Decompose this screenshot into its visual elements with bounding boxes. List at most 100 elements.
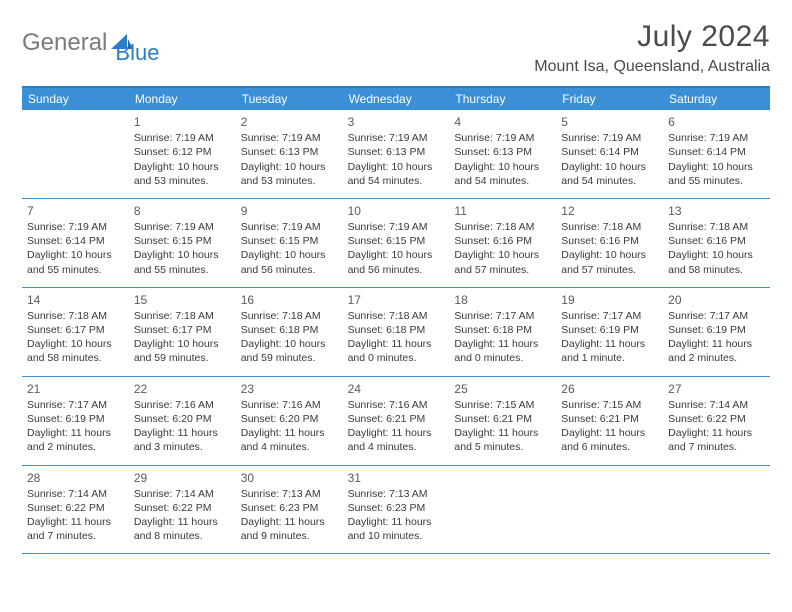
day-cell: 10Sunrise: 7:19 AMSunset: 6:15 PMDayligh… (343, 199, 450, 287)
location: Mount Isa, Queensland, Australia (534, 58, 770, 76)
day-detail: and 5 minutes. (454, 440, 551, 454)
day-number: 27 (668, 381, 765, 397)
day-detail: Sunrise: 7:13 AM (241, 487, 338, 501)
day-cell: 3Sunrise: 7:19 AMSunset: 6:13 PMDaylight… (343, 110, 450, 198)
day-number: 21 (27, 381, 124, 397)
day-detail: Daylight: 11 hours (668, 337, 765, 351)
day-detail: Sunset: 6:17 PM (134, 323, 231, 337)
day-detail: and 7 minutes. (668, 440, 765, 454)
day-detail: Daylight: 10 hours (241, 337, 338, 351)
day-detail: Daylight: 10 hours (27, 248, 124, 262)
day-detail: Sunset: 6:21 PM (454, 412, 551, 426)
day-cell: 27Sunrise: 7:14 AMSunset: 6:22 PMDayligh… (663, 377, 770, 465)
day-header: Wednesday (343, 88, 450, 110)
day-detail: Sunset: 6:21 PM (348, 412, 445, 426)
day-detail: Sunset: 6:23 PM (241, 501, 338, 515)
day-number: 8 (134, 203, 231, 219)
day-detail: Daylight: 11 hours (561, 337, 658, 351)
day-header: Tuesday (236, 88, 343, 110)
day-detail: Sunset: 6:13 PM (241, 145, 338, 159)
day-detail: and 3 minutes. (134, 440, 231, 454)
day-cell: 13Sunrise: 7:18 AMSunset: 6:16 PMDayligh… (663, 199, 770, 287)
header: General Blue July 2024 Mount Isa, Queens… (22, 20, 770, 76)
day-number: 28 (27, 470, 124, 486)
day-detail: Sunset: 6:14 PM (561, 145, 658, 159)
day-cell: 25Sunrise: 7:15 AMSunset: 6:21 PMDayligh… (449, 377, 556, 465)
day-cell: 19Sunrise: 7:17 AMSunset: 6:19 PMDayligh… (556, 288, 663, 376)
day-detail: and 2 minutes. (27, 440, 124, 454)
day-cell: 7Sunrise: 7:19 AMSunset: 6:14 PMDaylight… (22, 199, 129, 287)
day-number: 15 (134, 292, 231, 308)
day-cell: 26Sunrise: 7:15 AMSunset: 6:21 PMDayligh… (556, 377, 663, 465)
day-number: 10 (348, 203, 445, 219)
weeks-container: 1Sunrise: 7:19 AMSunset: 6:12 PMDaylight… (22, 110, 770, 554)
week-row: 14Sunrise: 7:18 AMSunset: 6:17 PMDayligh… (22, 288, 770, 377)
day-detail: Daylight: 11 hours (668, 426, 765, 440)
day-detail: Sunset: 6:12 PM (134, 145, 231, 159)
logo: General Blue (22, 20, 159, 66)
week-row: 1Sunrise: 7:19 AMSunset: 6:12 PMDaylight… (22, 110, 770, 199)
day-detail: Daylight: 10 hours (134, 337, 231, 351)
day-detail: Sunrise: 7:16 AM (241, 398, 338, 412)
day-cell: 30Sunrise: 7:13 AMSunset: 6:23 PMDayligh… (236, 466, 343, 554)
logo-text-gray: General (22, 29, 107, 57)
day-detail: Sunset: 6:22 PM (27, 501, 124, 515)
day-detail: and 8 minutes. (134, 529, 231, 543)
day-number: 23 (241, 381, 338, 397)
day-detail: Sunset: 6:18 PM (241, 323, 338, 337)
day-detail: Daylight: 11 hours (27, 515, 124, 529)
day-detail: Sunset: 6:20 PM (241, 412, 338, 426)
week-row: 21Sunrise: 7:17 AMSunset: 6:19 PMDayligh… (22, 377, 770, 466)
day-detail: Daylight: 10 hours (668, 160, 765, 174)
day-detail: Sunset: 6:14 PM (27, 234, 124, 248)
day-detail: Sunset: 6:15 PM (348, 234, 445, 248)
day-detail: Daylight: 10 hours (668, 248, 765, 262)
day-number: 20 (668, 292, 765, 308)
day-detail: Sunrise: 7:19 AM (134, 131, 231, 145)
day-number: 24 (348, 381, 445, 397)
day-detail: and 7 minutes. (27, 529, 124, 543)
day-detail: and 57 minutes. (454, 263, 551, 277)
day-detail: Sunrise: 7:17 AM (27, 398, 124, 412)
day-detail: Daylight: 10 hours (561, 160, 658, 174)
day-detail: Daylight: 11 hours (454, 426, 551, 440)
day-cell: 4Sunrise: 7:19 AMSunset: 6:13 PMDaylight… (449, 110, 556, 198)
day-detail: Daylight: 11 hours (561, 426, 658, 440)
day-detail: Sunrise: 7:18 AM (27, 309, 124, 323)
day-cell (449, 466, 556, 554)
day-number: 12 (561, 203, 658, 219)
day-detail: Sunset: 6:23 PM (348, 501, 445, 515)
day-detail: Daylight: 11 hours (454, 337, 551, 351)
day-number: 3 (348, 114, 445, 130)
day-cell: 8Sunrise: 7:19 AMSunset: 6:15 PMDaylight… (129, 199, 236, 287)
day-detail: Sunset: 6:22 PM (668, 412, 765, 426)
day-number: 19 (561, 292, 658, 308)
day-detail: Sunrise: 7:16 AM (348, 398, 445, 412)
day-detail: Sunset: 6:18 PM (348, 323, 445, 337)
day-detail: Sunrise: 7:18 AM (668, 220, 765, 234)
day-detail: Sunrise: 7:19 AM (454, 131, 551, 145)
day-detail: Sunrise: 7:18 AM (241, 309, 338, 323)
day-cell: 12Sunrise: 7:18 AMSunset: 6:16 PMDayligh… (556, 199, 663, 287)
day-detail: Sunrise: 7:14 AM (134, 487, 231, 501)
day-detail: Sunset: 6:15 PM (134, 234, 231, 248)
day-number: 5 (561, 114, 658, 130)
day-detail: Sunrise: 7:17 AM (668, 309, 765, 323)
day-detail: Daylight: 10 hours (134, 248, 231, 262)
day-detail: and 57 minutes. (561, 263, 658, 277)
week-row: 7Sunrise: 7:19 AMSunset: 6:14 PMDaylight… (22, 199, 770, 288)
day-number: 22 (134, 381, 231, 397)
day-cell (556, 466, 663, 554)
logo-text-blue: Blue (115, 40, 159, 66)
day-number: 30 (241, 470, 338, 486)
day-cell: 29Sunrise: 7:14 AMSunset: 6:22 PMDayligh… (129, 466, 236, 554)
day-detail: Sunset: 6:18 PM (454, 323, 551, 337)
day-detail: Sunrise: 7:19 AM (348, 131, 445, 145)
day-detail: Sunset: 6:13 PM (348, 145, 445, 159)
day-cell: 2Sunrise: 7:19 AMSunset: 6:13 PMDaylight… (236, 110, 343, 198)
day-detail: and 53 minutes. (134, 174, 231, 188)
day-detail: Sunrise: 7:18 AM (561, 220, 658, 234)
day-detail: Sunrise: 7:19 AM (561, 131, 658, 145)
day-detail: Sunset: 6:16 PM (561, 234, 658, 248)
day-detail: Daylight: 11 hours (241, 426, 338, 440)
